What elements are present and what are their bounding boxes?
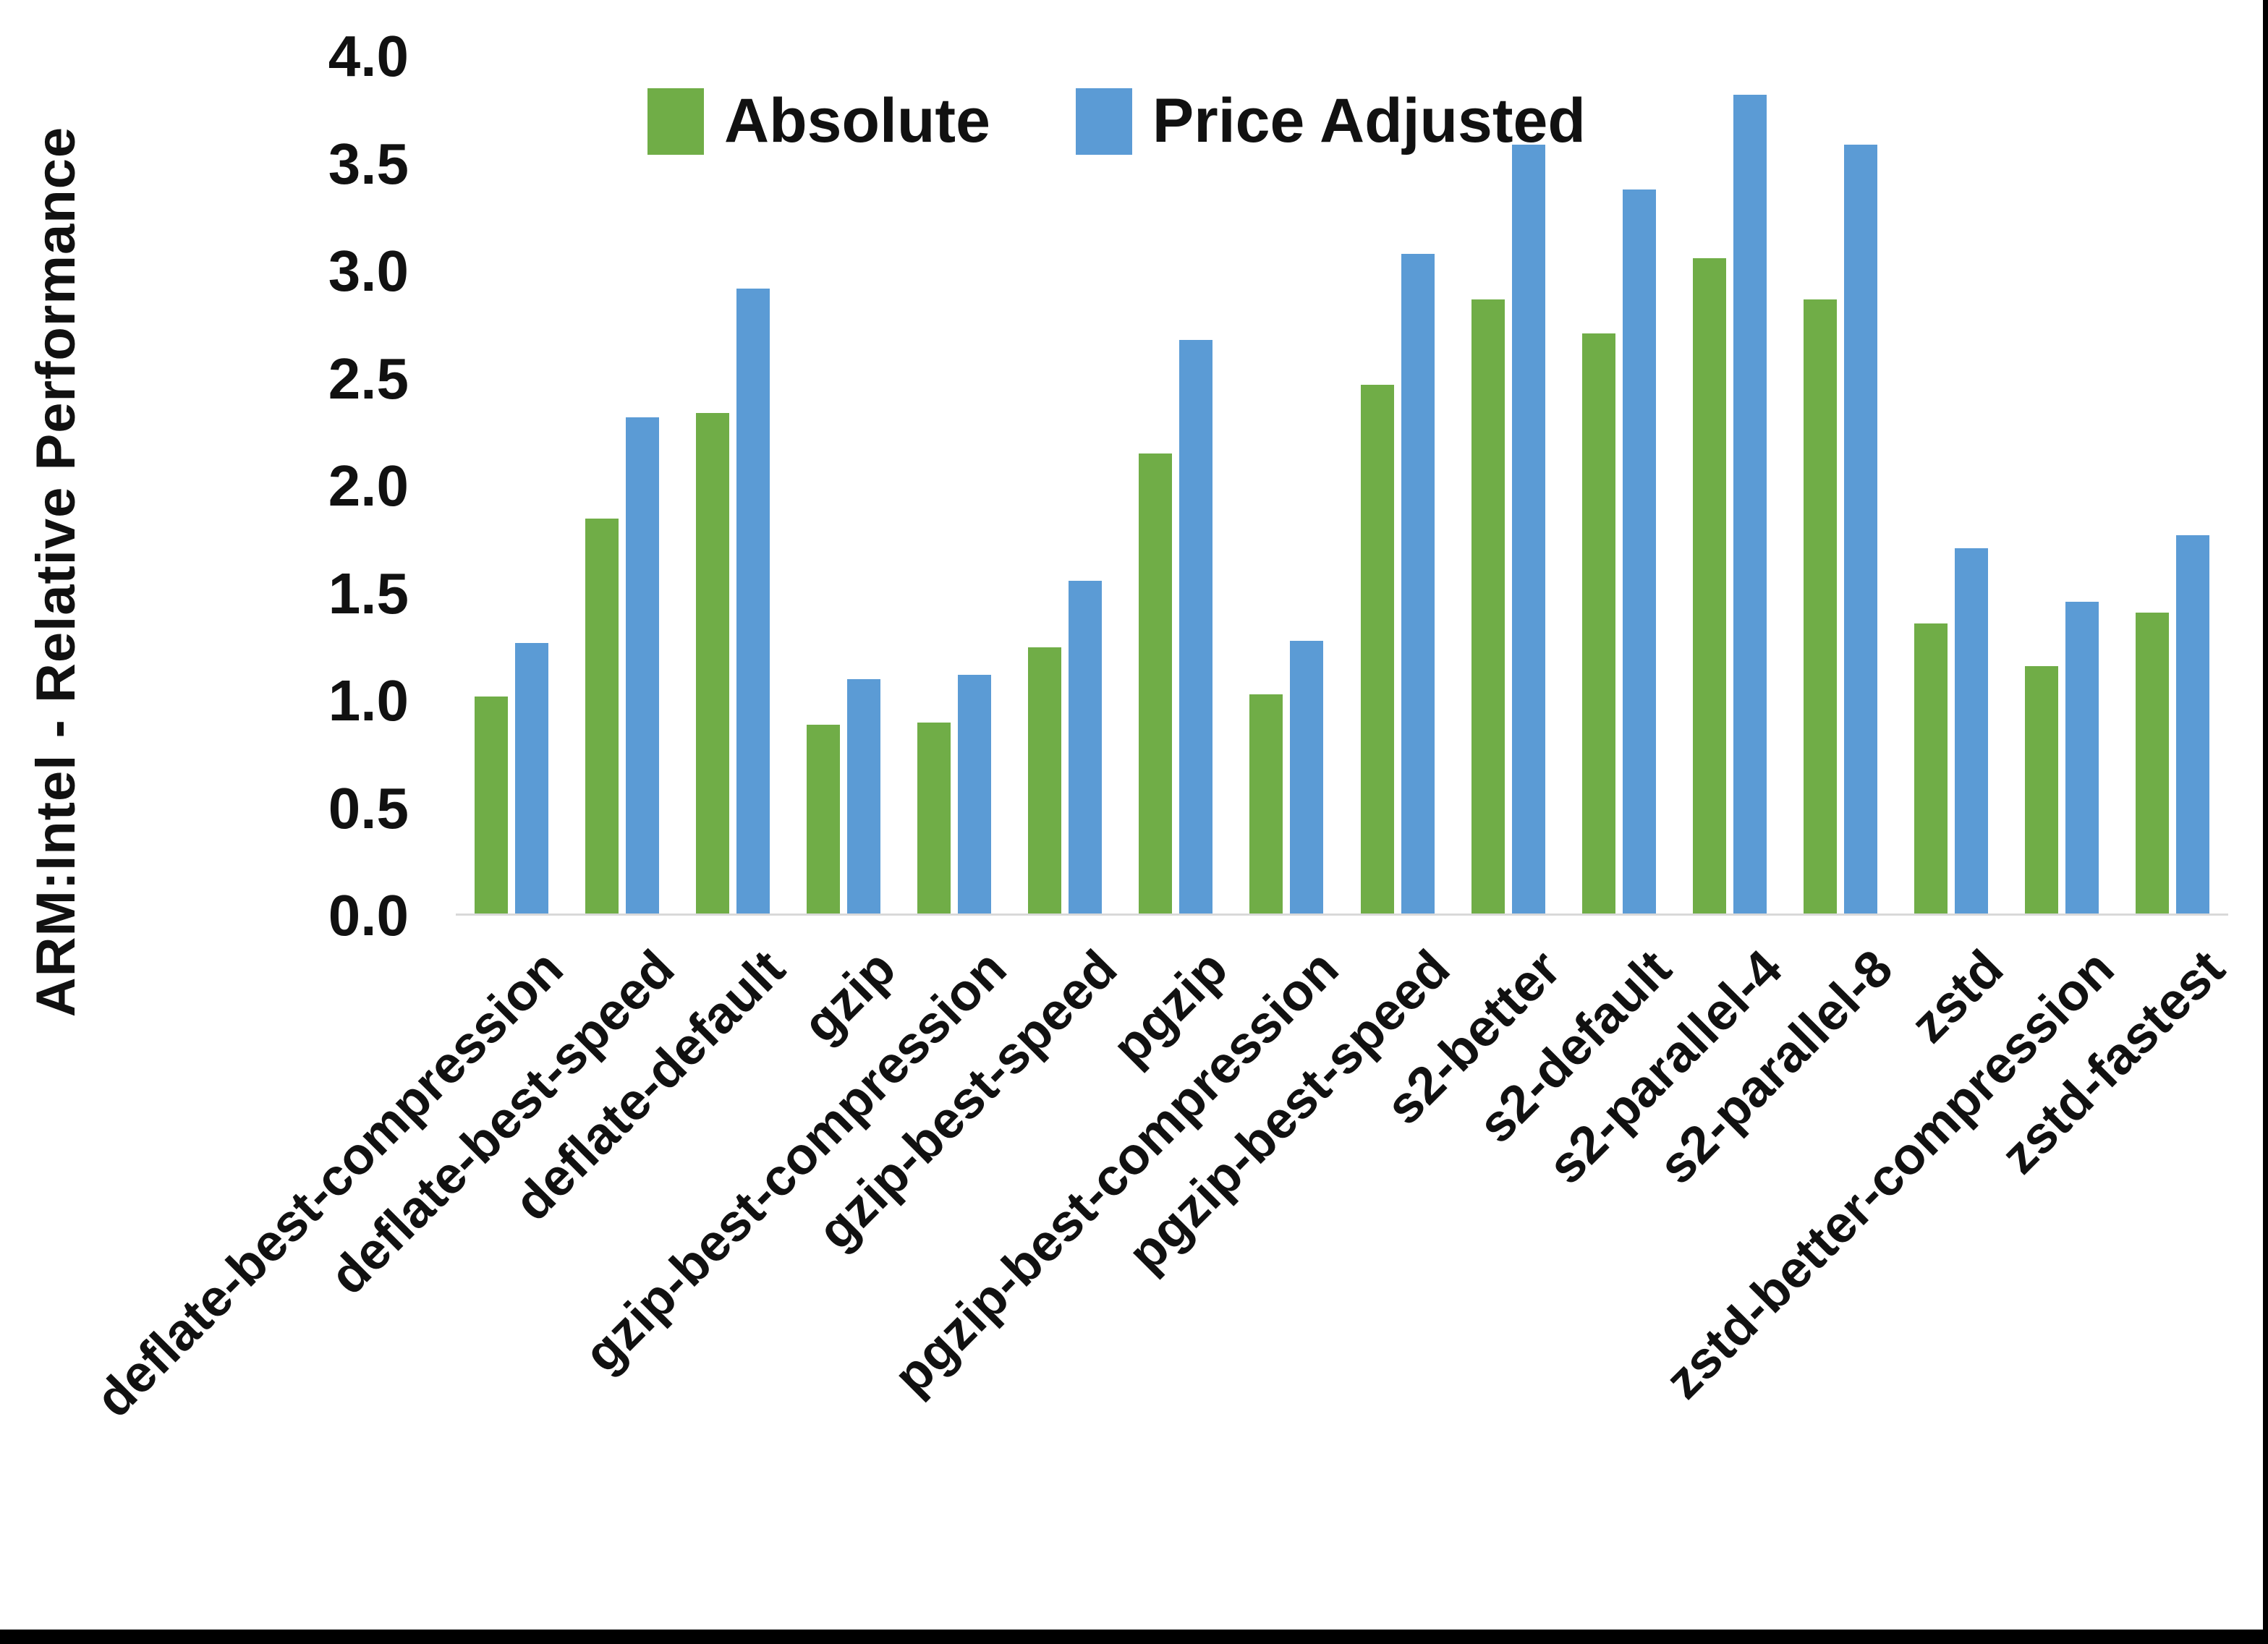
bar	[1249, 694, 1283, 913]
bar	[1955, 548, 1989, 913]
y-tick-label: 2.0	[328, 453, 409, 518]
y-tick-label: 1.0	[328, 668, 409, 733]
bar	[806, 724, 840, 913]
y-tick-label: 3.0	[328, 239, 409, 303]
legend-label: Absolute	[724, 86, 990, 156]
bar	[625, 417, 659, 913]
y-tick-label: 3.5	[328, 131, 409, 196]
bar	[514, 642, 548, 913]
legend-item: Price Adjusted	[1075, 85, 1586, 157]
bar	[917, 722, 951, 913]
legend-item: Absolute	[647, 85, 990, 157]
bar	[1139, 453, 1173, 913]
bar	[1069, 580, 1103, 913]
legend-swatch-icon	[647, 88, 704, 155]
bar	[1360, 385, 1394, 913]
legend: Absolute Price Adjusted	[647, 85, 1671, 157]
right-border-bar	[2263, 0, 2268, 1644]
bar	[1844, 144, 1878, 913]
bar	[2176, 535, 2210, 913]
plot-area	[456, 56, 2228, 916]
bar	[1471, 299, 1505, 913]
bar	[958, 675, 992, 913]
bar	[695, 413, 729, 913]
bar	[846, 679, 880, 913]
y-tick-label: 0.5	[328, 775, 409, 840]
bar	[1622, 189, 1656, 913]
bar	[2025, 666, 2059, 913]
bar	[1290, 640, 1324, 913]
bottom-border-bar	[0, 1630, 2268, 1644]
bar	[1401, 254, 1435, 913]
bar	[1511, 144, 1545, 913]
bar	[1028, 647, 1062, 913]
bar	[1914, 623, 1948, 913]
bar	[1581, 333, 1615, 913]
bar	[736, 288, 770, 913]
bar	[2065, 602, 2099, 913]
y-tick-label: 2.5	[328, 346, 409, 411]
bar	[2136, 613, 2170, 913]
x-axis-label-text: deflate-best-compression	[85, 939, 574, 1428]
y-tick-label: 1.5	[328, 561, 409, 626]
bar	[1692, 258, 1726, 913]
legend-label: Price Adjusted	[1152, 86, 1586, 156]
bar	[1804, 299, 1838, 913]
bar	[474, 697, 508, 913]
y-tick-label: 4.0	[328, 24, 409, 88]
y-tick-label: 0.0	[328, 883, 409, 947]
bar	[1733, 95, 1767, 913]
bar	[585, 518, 619, 913]
bar	[1179, 340, 1213, 913]
legend-swatch-icon	[1075, 88, 1132, 155]
